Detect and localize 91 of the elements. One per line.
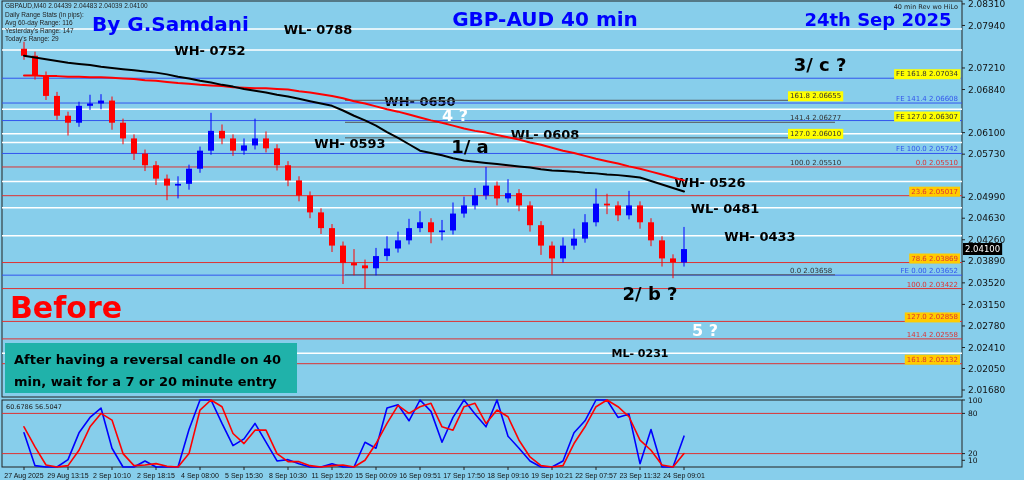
ref-line-label: WH- 0433 (724, 228, 796, 244)
candlestick (461, 196, 467, 219)
text: 2.04100 (965, 244, 1001, 254)
y-tick-label: 2.04630 (968, 213, 1006, 224)
candlestick (637, 200, 643, 230)
candlestick (65, 111, 71, 137)
candlestick (241, 137, 247, 156)
candlestick (549, 241, 555, 276)
ref-line-label: WH- 0752 (174, 42, 246, 58)
candlestick (373, 247, 379, 276)
candlestick (428, 217, 434, 244)
candlestick (175, 175, 181, 199)
annotation: By G.Samdani (92, 12, 249, 36)
y-tick-label: 2.04990 (968, 192, 1006, 203)
candlestick (186, 164, 192, 191)
candlestick (54, 91, 60, 121)
y-tick-label: 2.03520 (968, 278, 1006, 289)
candlestick (340, 241, 346, 285)
candlestick (131, 133, 137, 161)
annotation: 2/ b ? (622, 283, 678, 304)
candlestick (483, 166, 489, 201)
candlestick (505, 178, 511, 203)
candlestick (296, 175, 302, 202)
y-tick-label: 2.03890 (968, 256, 1006, 267)
candlestick (76, 101, 82, 128)
candlestick (406, 218, 412, 245)
candlestick (197, 146, 203, 174)
candlestick (329, 223, 335, 253)
y-tick-label: 2.04260 (968, 234, 1006, 245)
candlestick (659, 235, 665, 268)
y-tick-label: 2.02410 (968, 342, 1006, 353)
candlestick (582, 213, 588, 244)
y-tick-label: 2.05730 (968, 149, 1006, 160)
candlestick (230, 133, 236, 157)
candlestick (450, 201, 456, 236)
candlestick (362, 259, 368, 290)
candlestick (307, 190, 313, 219)
y-tick-label: 2.08310 (968, 0, 1006, 10)
y-tick-label: 2.02050 (968, 363, 1006, 374)
y-tick-label: 2.03150 (968, 299, 1006, 310)
candlestick (109, 96, 115, 131)
candlestick (681, 226, 687, 268)
candlestick (571, 228, 577, 251)
candlestick (87, 94, 93, 111)
candlestick (527, 200, 533, 233)
candlestick (648, 217, 654, 247)
ref-line-label: WH- 0593 (314, 135, 386, 151)
text: 3/ c ? (793, 54, 847, 75)
candlestick (516, 188, 522, 212)
ref-line-label: WH- 0650 (384, 94, 456, 110)
annotation: After having a reversal candle on 40 min, wait for a 7 or 20 minute entry (14, 352, 282, 389)
y-tick-label: 2.06100 (968, 127, 1006, 138)
candlestick (395, 231, 401, 254)
candlestick (252, 118, 258, 150)
y-tick-label: 2.07210 (968, 63, 1006, 74)
candlestick (615, 200, 621, 222)
text: 24th Sep 2025 (804, 9, 952, 30)
ref-line-label: WL- 0788 (283, 21, 353, 37)
candlestick (120, 118, 126, 145)
candlestick (439, 219, 445, 241)
y-tick-label: 2.06840 (968, 84, 1006, 95)
candlestick (219, 123, 225, 145)
candlestick (538, 220, 544, 256)
candlestick (318, 207, 324, 235)
ref-line-label: WH- 0526 (674, 174, 746, 190)
annotation: Before (10, 290, 123, 325)
candlestick (21, 41, 27, 61)
candlestick (670, 253, 676, 279)
candlestick (384, 235, 390, 262)
candlestick (208, 112, 214, 156)
candlestick (494, 181, 500, 206)
candlestick (472, 187, 478, 210)
y-tick-label: 2.01680 (968, 385, 1006, 396)
candlestick (560, 236, 566, 263)
ref-line-label: WL- 0481 (690, 200, 760, 216)
candlestick (153, 160, 159, 186)
chart-title: GBP-AUD 40 min (452, 7, 638, 31)
y-tick-label: 2.07940 (968, 20, 1006, 31)
candlestick (274, 143, 280, 171)
candlestick (417, 210, 423, 233)
ref-line-label: ML- 0231 (611, 347, 669, 361)
text: 5 ? (692, 321, 718, 340)
candlestick (164, 174, 170, 201)
candlestick (626, 190, 632, 220)
candlestick (593, 188, 599, 227)
candlestick (263, 130, 269, 153)
candlestick (285, 160, 291, 187)
candlestick (142, 149, 148, 172)
annotation: 1/ a (451, 136, 489, 157)
y-tick-label: 2.02780 (968, 321, 1006, 332)
ref-line-label: WL- 0608 (510, 126, 580, 142)
